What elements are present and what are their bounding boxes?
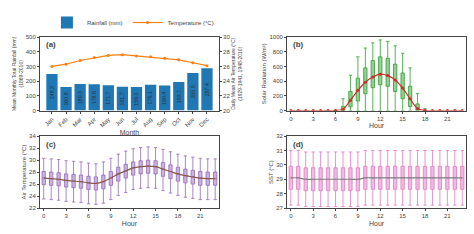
svg-text:SST (°C): SST (°C): [268, 160, 274, 184]
svg-text:1000: 1000: [270, 34, 284, 40]
svg-text:287.4: 287.4: [204, 83, 210, 96]
svg-text:Dec: Dec: [198, 116, 210, 128]
svg-text:Sep: Sep: [156, 116, 168, 128]
svg-text:28: 28: [223, 49, 230, 55]
svg-text:30: 30: [276, 162, 283, 168]
svg-text:180.3: 180.3: [77, 91, 83, 104]
svg-text:Jul: Jul: [130, 116, 140, 126]
svg-text:Solar Radiation (W/m²): Solar Radiation (W/m²): [261, 43, 267, 104]
svg-text:193.7: 193.7: [176, 90, 182, 103]
svg-text:Hour: Hour: [122, 220, 138, 227]
svg-text:159.3: 159.3: [133, 92, 139, 105]
svg-text:9: 9: [356, 213, 360, 219]
svg-text:0: 0: [289, 116, 293, 122]
svg-text:169.4: 169.4: [161, 92, 167, 105]
svg-text:200: 200: [26, 78, 37, 84]
svg-text:18: 18: [422, 116, 429, 122]
svg-text:15: 15: [399, 213, 406, 219]
svg-text:400: 400: [26, 49, 37, 55]
svg-text:26: 26: [29, 181, 36, 187]
svg-text:160.8: 160.8: [63, 92, 69, 105]
svg-text:12: 12: [130, 213, 137, 219]
svg-text:800: 800: [273, 49, 284, 55]
svg-text:15: 15: [399, 116, 406, 122]
svg-text:21: 21: [444, 213, 451, 219]
svg-text:400: 400: [273, 78, 284, 84]
svg-text:Month: Month: [120, 129, 140, 136]
svg-text:0: 0: [32, 108, 36, 114]
svg-text:12: 12: [377, 116, 384, 122]
svg-text:Hour: Hour: [369, 122, 385, 129]
svg-text:20: 20: [223, 108, 230, 114]
svg-text:255.9: 255.9: [190, 85, 196, 98]
svg-text:500: 500: [26, 34, 37, 40]
svg-text:Oct: Oct: [171, 116, 182, 127]
svg-text:Jan: Jan: [44, 116, 55, 127]
svg-text:(d): (d): [293, 140, 304, 149]
svg-text:9: 9: [109, 213, 113, 219]
svg-text:9: 9: [356, 116, 360, 122]
svg-text:3: 3: [64, 213, 68, 219]
svg-text:28: 28: [276, 191, 283, 197]
svg-text:0: 0: [280, 108, 284, 114]
svg-text:32: 32: [276, 133, 283, 139]
svg-text:Temperature (°C): Temperature (°C): [168, 20, 214, 26]
svg-text:34: 34: [29, 133, 36, 139]
svg-text:Feb: Feb: [57, 116, 69, 128]
svg-text:Apr: Apr: [86, 116, 97, 127]
svg-text:26: 26: [223, 64, 230, 70]
svg-text:24: 24: [29, 193, 36, 199]
svg-text:15: 15: [152, 213, 159, 219]
svg-text:6: 6: [87, 213, 91, 219]
svg-text:32: 32: [29, 145, 36, 151]
svg-text:6: 6: [334, 213, 338, 219]
svg-text:30: 30: [29, 157, 36, 163]
svg-text:28: 28: [29, 169, 36, 175]
svg-text:6: 6: [334, 116, 338, 122]
svg-text:(b): (b): [293, 40, 304, 49]
svg-text:176.1: 176.1: [147, 91, 153, 104]
svg-text:Rainfall (mm): Rainfall (mm): [87, 20, 123, 26]
svg-text:171.7: 171.7: [105, 92, 111, 105]
svg-text:Air Temperature (°C): Air Temperature (°C): [21, 145, 27, 200]
svg-text:178.6: 178.6: [91, 91, 97, 104]
svg-text:Mean Monthly Total Rainfall (m: Mean Monthly Total Rainfall (mm)(1869-20…: [11, 36, 24, 111]
svg-text:22: 22: [29, 205, 36, 211]
svg-text:21: 21: [197, 213, 204, 219]
svg-text:161.7: 161.7: [119, 92, 125, 105]
svg-text:200: 200: [273, 93, 284, 99]
svg-text:May: May: [99, 116, 111, 128]
svg-text:300: 300: [26, 64, 37, 70]
svg-text:30: 30: [223, 34, 230, 40]
svg-text:27: 27: [276, 205, 283, 211]
svg-text:18: 18: [422, 213, 429, 219]
svg-text:0: 0: [42, 213, 46, 219]
svg-text:31: 31: [276, 148, 283, 154]
svg-text:248.3: 248.3: [49, 86, 55, 99]
svg-text:Daily Mean Air Temperature (°C: Daily Mean Air Temperature (°C)(1929-194…: [230, 37, 243, 109]
svg-text:100: 100: [26, 93, 37, 99]
svg-text:Mar: Mar: [71, 116, 83, 128]
svg-text:Hour: Hour: [369, 220, 385, 227]
svg-text:(a): (a): [46, 40, 56, 49]
svg-text:600: 600: [273, 64, 284, 70]
svg-text:29: 29: [276, 176, 283, 182]
svg-text:12: 12: [377, 213, 384, 219]
svg-text:24: 24: [223, 78, 230, 84]
svg-text:0: 0: [289, 213, 293, 219]
svg-text:Aug: Aug: [142, 116, 154, 128]
svg-text:3: 3: [311, 116, 315, 122]
svg-text:22: 22: [223, 93, 230, 99]
svg-text:21: 21: [444, 116, 451, 122]
svg-text:18: 18: [175, 213, 182, 219]
svg-text:3: 3: [311, 213, 315, 219]
svg-text:Nov: Nov: [184, 116, 196, 128]
svg-text:Jun: Jun: [114, 116, 125, 127]
svg-text:(c): (c): [46, 140, 56, 149]
